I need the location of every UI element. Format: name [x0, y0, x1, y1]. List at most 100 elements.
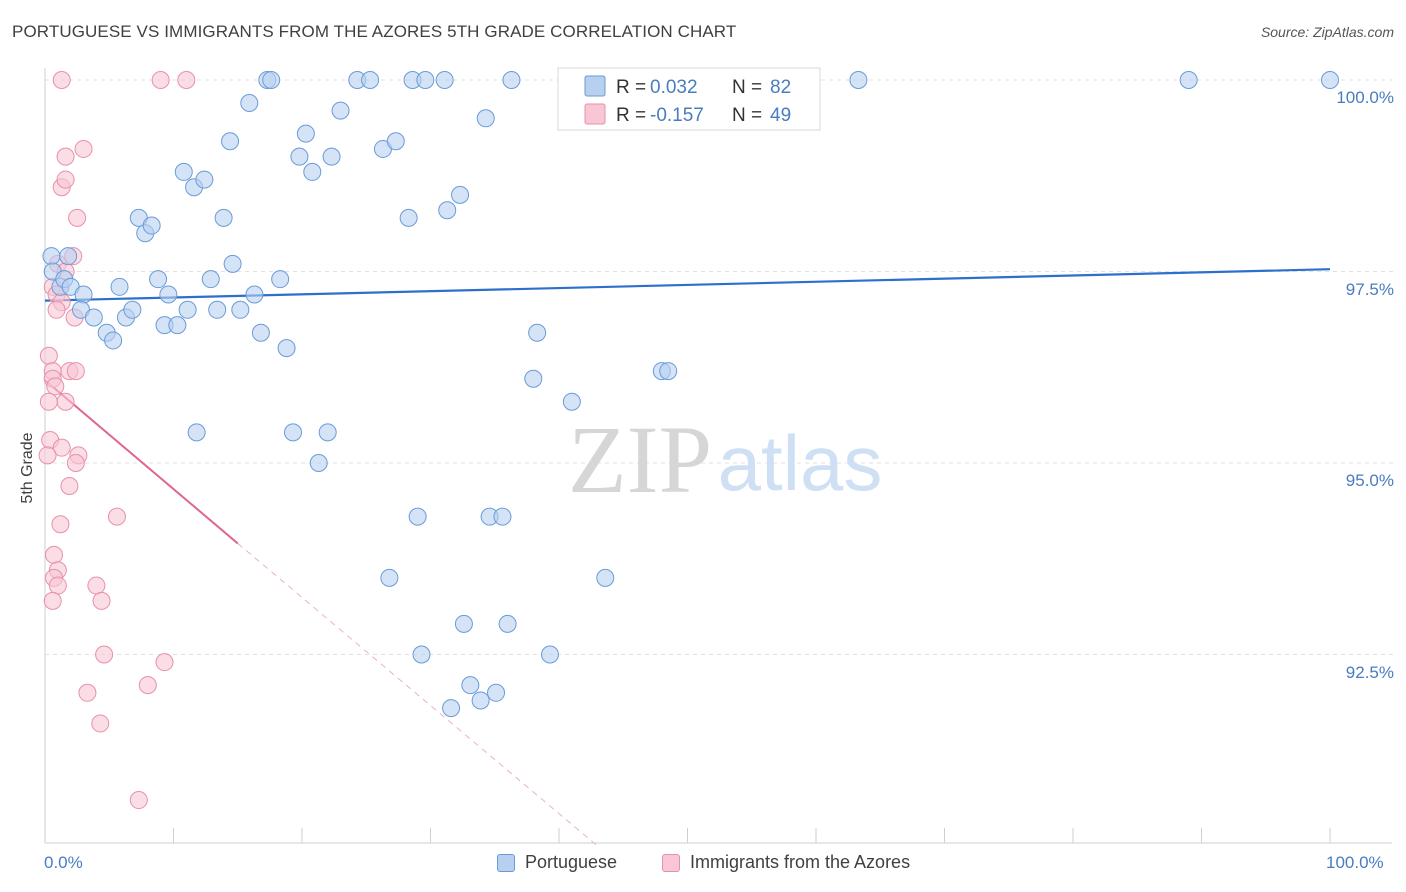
watermark-atlas-text: atlas [718, 419, 883, 507]
data-point-pink [46, 377, 65, 396]
stats-r-value: 0.032 [650, 77, 698, 98]
data-point-pink [91, 714, 110, 733]
data-point-pink [39, 346, 58, 365]
legend-item-portuguese[interactable]: Portuguese [497, 852, 617, 873]
data-point-blue [168, 316, 187, 335]
stats-n-label: N = [732, 77, 762, 98]
data-point-pink [129, 791, 148, 810]
data-point-blue [240, 93, 259, 112]
trend-line-azores-extension [237, 543, 598, 847]
data-point-pink [138, 676, 157, 695]
trend-lines [44, 268, 1331, 847]
data-point-pink [44, 545, 63, 564]
data-point-blue [214, 208, 233, 227]
data-point-pink [74, 139, 93, 158]
legend-swatch-blue [497, 853, 515, 872]
data-point-blue [442, 699, 461, 718]
y-tick-label: 100.0% [1336, 88, 1394, 107]
watermark-zip-text: ZIP [568, 406, 712, 513]
stats-n-value: 82 [770, 77, 791, 98]
data-point-blue [487, 683, 506, 702]
data-point-pink [52, 438, 71, 457]
data-point-pink [48, 576, 67, 595]
data-point-pink [78, 683, 97, 702]
data-point-blue [231, 300, 250, 319]
y-tick-label: 95.0% [1345, 471, 1394, 490]
data-point-blue [438, 201, 457, 220]
data-point-blue [454, 614, 473, 633]
stats-legend-swatch [584, 75, 606, 97]
data-point-blue [461, 676, 480, 695]
data-point-blue [309, 454, 328, 472]
data-point-pink [155, 653, 174, 672]
x-tick-label-max: 100.0% [1326, 853, 1384, 872]
x-tick-label-min: 0.0% [44, 853, 83, 872]
data-point-pink [60, 476, 79, 495]
data-point-blue [318, 423, 337, 442]
data-point-pink [92, 591, 111, 610]
data-point-pink [47, 300, 66, 319]
data-point-pink [43, 591, 62, 610]
data-point-pink [66, 362, 85, 381]
data-point-blue [659, 362, 678, 381]
trend-line-azores [44, 379, 239, 545]
data-point-blue [399, 208, 418, 227]
data-point-pink [52, 71, 71, 89]
data-point-blue [178, 300, 197, 319]
data-point-blue [251, 323, 270, 342]
data-point-blue [331, 101, 350, 120]
data-point-blue [493, 507, 512, 526]
data-point-blue [386, 132, 405, 151]
data-point-blue [59, 247, 78, 266]
data-points [38, 71, 1339, 810]
data-point-pink [95, 645, 114, 664]
stats-legend-box: R = 0.032 N = 82 R = -0.157 N = 49 [557, 67, 821, 131]
data-point-blue [416, 71, 435, 89]
trend-line-portuguese [44, 268, 1331, 302]
data-point-blue [149, 270, 168, 289]
data-point-blue [271, 270, 290, 289]
data-point-blue [187, 423, 206, 442]
chart-title: PORTUGUESE VS IMMIGRANTS FROM THE AZORES… [12, 22, 737, 41]
data-point-pink [56, 147, 75, 166]
data-point-blue [277, 339, 296, 358]
data-point-blue [201, 270, 220, 289]
data-point-blue [528, 323, 547, 342]
data-point-blue [104, 331, 123, 350]
stats-r-label: R = [616, 105, 646, 126]
gridlines [45, 79, 1395, 655]
data-point-pink [66, 454, 85, 472]
data-point-blue [524, 369, 543, 388]
data-point-blue [1321, 71, 1339, 89]
legend-label-azores: Immigrants from the Azores [690, 852, 911, 872]
data-point-blue [408, 507, 427, 526]
data-point-pink [51, 515, 70, 534]
data-point-blue [303, 162, 322, 181]
data-point-blue [142, 216, 161, 235]
legend-item-azores[interactable]: Immigrants from the Azores [662, 852, 910, 873]
data-point-blue [562, 392, 581, 411]
data-point-pink [56, 392, 75, 411]
data-point-pink [107, 507, 126, 526]
data-point-blue [471, 691, 490, 710]
data-point-blue [412, 645, 431, 664]
data-point-blue [361, 71, 380, 89]
data-point-pink [38, 446, 57, 465]
data-point-pink [56, 170, 75, 189]
y-tick-label: 97.5% [1345, 279, 1394, 299]
data-point-blue [596, 568, 615, 587]
stats-legend-swatch [584, 103, 606, 125]
data-point-blue [290, 147, 309, 166]
data-point-blue [476, 109, 495, 128]
source-label[interactable]: Source: ZipAtlas.com [1260, 24, 1394, 40]
data-point-blue [42, 247, 61, 266]
data-point-pink [87, 576, 106, 595]
data-point-blue [159, 285, 178, 304]
data-point-blue [849, 71, 868, 89]
data-point-blue [174, 162, 193, 181]
data-point-blue [208, 300, 227, 319]
data-point-blue [123, 300, 142, 319]
stats-r-value: -0.157 [650, 105, 704, 126]
data-point-blue [435, 71, 454, 89]
data-point-blue [451, 185, 470, 204]
